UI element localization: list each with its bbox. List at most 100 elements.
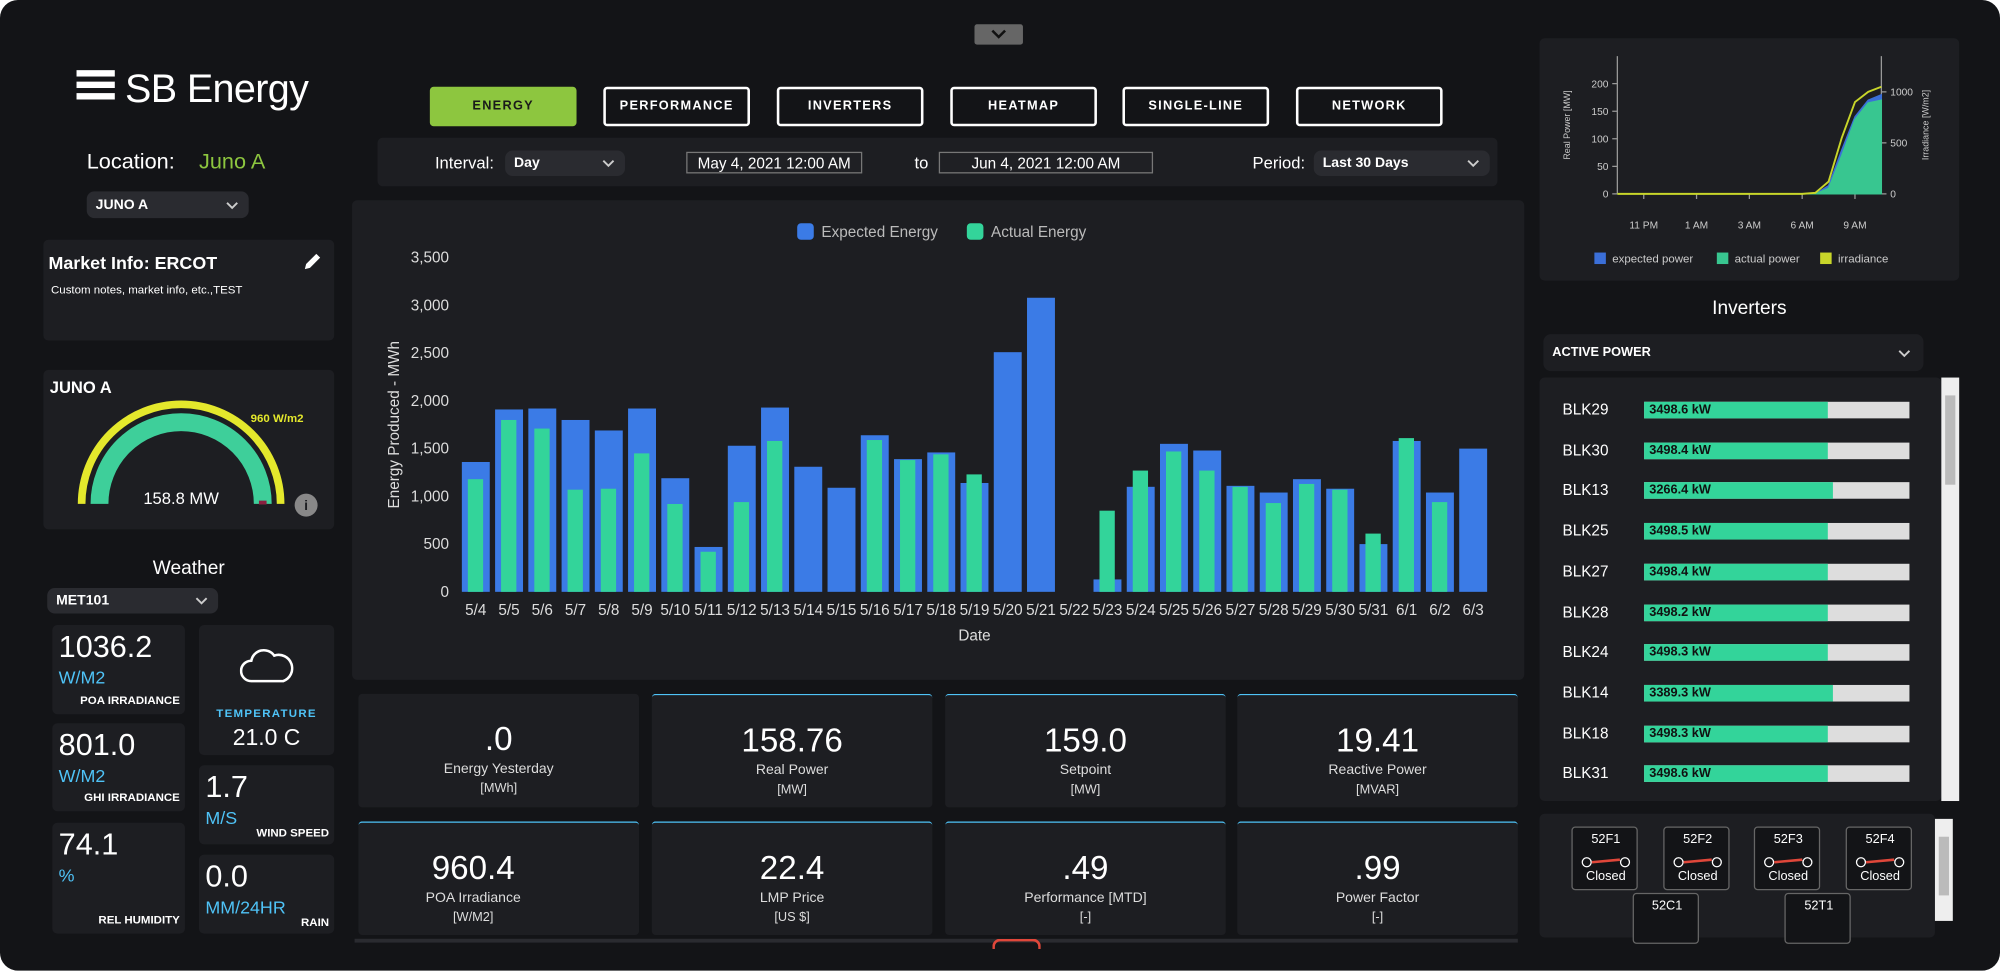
breaker-state: Closed <box>1585 869 1626 884</box>
chevron <box>195 597 208 605</box>
kpi-label: Reactive Power <box>1328 762 1427 779</box>
breaker-panel: 52F1 Closed 52F2 Closed 52F3 Closed 52F4 Closed… <box>1539 813 1935 944</box>
logo-mark <box>76 70 115 100</box>
station-select-text: MET101 <box>56 593 110 609</box>
inverter-bar-fill <box>1644 482 1833 500</box>
legend-label: expected power <box>1612 254 1693 266</box>
gauge-site: JUNO A <box>50 378 112 397</box>
start-date[interactable]: May 4, 2021 12:00 AM <box>686 151 863 174</box>
kpi-value: 158.76 <box>741 720 843 759</box>
bar <box>767 440 783 592</box>
kpi-tile: 960.4 POA Irradiance [W/M2] <box>358 821 640 935</box>
interval-select-text: Day <box>514 155 540 171</box>
weather-label: RAIN <box>301 915 330 929</box>
kpi-tile: .99 Power Factor [-] <box>1237 821 1518 935</box>
metric-select[interactable]: ACTIVE POWER <box>1543 334 1924 372</box>
footer-toggle[interactable] <box>992 938 1041 949</box>
inverter-bar: 3498.4 kW <box>1644 563 1910 581</box>
edit-icon[interactable] <box>302 251 322 271</box>
breaker-name: 52F2 <box>1683 832 1713 847</box>
scroll-thumb[interactable] <box>1938 836 1949 896</box>
inverter-power: 3498.3 kW <box>1649 645 1711 660</box>
y-tick-label: 2,500 <box>411 345 449 362</box>
kpi-value: 19.41 <box>1336 720 1420 759</box>
inverter-bar: 3266.4 kW <box>1644 482 1910 500</box>
kpi-label: Power Factor <box>1335 890 1420 906</box>
tab[interactable]: ENERGY <box>429 86 577 127</box>
breaker-symbol <box>1764 857 1813 868</box>
kpi-unit: [US $] <box>774 910 810 925</box>
scrollbar[interactable] <box>1941 377 1960 802</box>
bar <box>733 502 750 592</box>
bar <box>1099 510 1115 592</box>
x-tick-label: 9 AM <box>1843 220 1866 231</box>
bar <box>1431 502 1448 592</box>
bar <box>1132 470 1149 592</box>
chevron <box>1898 349 1911 357</box>
bar <box>467 479 484 592</box>
inverter-bar-fill <box>1644 442 1828 459</box>
period-select-text: Last 30 Days <box>1322 155 1409 171</box>
inverter-bar: 3498.6 kW <box>1644 401 1910 419</box>
x-tick-label: 5/4 <box>465 602 487 619</box>
breaker[interactable]: 52F2 Closed <box>1663 826 1730 891</box>
interval-select[interactable]: Day <box>505 150 625 177</box>
end-date[interactable]: Jun 4, 2021 12:00 AM <box>938 151 1154 174</box>
breaker-name: 52T1 <box>1804 899 1834 914</box>
tab[interactable]: PERFORMANCE <box>603 86 750 127</box>
energy-chart: 0 500 1,000 1,500 2,000 2,500 3,000 3,500 5/4 5/5… <box>386 223 1488 644</box>
inverter-bar: 3389.3 kW <box>1644 684 1910 702</box>
breaker[interactable]: 52F1 Closed <box>1571 826 1638 891</box>
weather-unit: MM/24HR <box>205 896 286 918</box>
site-select-text: JUNO A <box>95 197 149 213</box>
tab[interactable]: INVERTERS <box>776 86 924 127</box>
bar <box>1459 448 1488 592</box>
x-tick-label: 1 AM <box>1685 220 1708 231</box>
chevron <box>1467 160 1479 168</box>
x-tick-label: 11 PM <box>1629 220 1658 231</box>
x-tick-label: 5/7 <box>565 602 586 619</box>
breaker[interactable]: 52F3 Closed <box>1753 826 1821 891</box>
weather-tile: 1036.2 W/M2 POA IRRADIANCE <box>52 624 185 715</box>
bar <box>501 419 517 592</box>
tab[interactable]: HEATMAP <box>950 86 1097 127</box>
cloud-icon <box>239 649 294 683</box>
x-tick-label: 5/23 <box>1093 602 1123 619</box>
x-tick-label: 5/5 <box>498 602 519 619</box>
kpi-value: .49 <box>1062 848 1109 887</box>
market-panel: Market Info: ERCOT Custom notes, market … <box>43 239 335 341</box>
inverter-power: 3498.4 kW <box>1649 443 1711 458</box>
y-tick-label: 3,500 <box>411 250 449 267</box>
period-select[interactable]: Last 30 Days <box>1313 150 1490 177</box>
weather-unit: W/M2 <box>58 765 106 786</box>
scrollbar[interactable] <box>1934 818 1953 921</box>
breaker[interactable]: 52T1 <box>1784 892 1851 944</box>
x-tick-label: 6/3 <box>1463 602 1484 619</box>
breaker[interactable]: 52C1 <box>1632 892 1699 944</box>
scroll-thumb[interactable] <box>1945 395 1956 485</box>
site-select[interactable]: JUNO A <box>86 191 249 219</box>
x-tick-label: 6/2 <box>1429 602 1450 619</box>
y-tick-label: 3,000 <box>411 297 449 314</box>
weather-label: POA IRRADIANCE <box>80 693 180 707</box>
tab[interactable]: NETWORK <box>1295 86 1443 127</box>
info-icon[interactable] <box>294 493 318 517</box>
breaker-name: 52C1 <box>1651 899 1683 914</box>
bar <box>966 474 982 592</box>
legend-swatch <box>1594 252 1606 265</box>
market-title: Market Info: ERCOT <box>48 252 218 273</box>
tab[interactable]: SINGLE-LINE <box>1122 86 1270 127</box>
kpi-unit: [-] <box>1371 910 1384 925</box>
kpi-label: LMP Price <box>759 890 825 906</box>
inverter-name: BLK29 <box>1562 400 1609 419</box>
series-line <box>1617 85 1882 195</box>
weather-title: Weather <box>152 557 225 580</box>
collapse-toggle[interactable] <box>974 24 1023 45</box>
breaker[interactable]: 52F4 Closed <box>1845 826 1912 891</box>
station-select[interactable]: MET101 <box>47 588 219 614</box>
inverter-bar: 3498.5 kW <box>1644 523 1910 540</box>
inverter-bar: 3498.4 kW <box>1644 442 1910 459</box>
x-tick-label: 5/19 <box>960 602 990 619</box>
y-tick-label: 100 <box>1591 135 1608 146</box>
gauge: JUNO A 960 W/m2 158.8 MW i <box>50 378 318 517</box>
